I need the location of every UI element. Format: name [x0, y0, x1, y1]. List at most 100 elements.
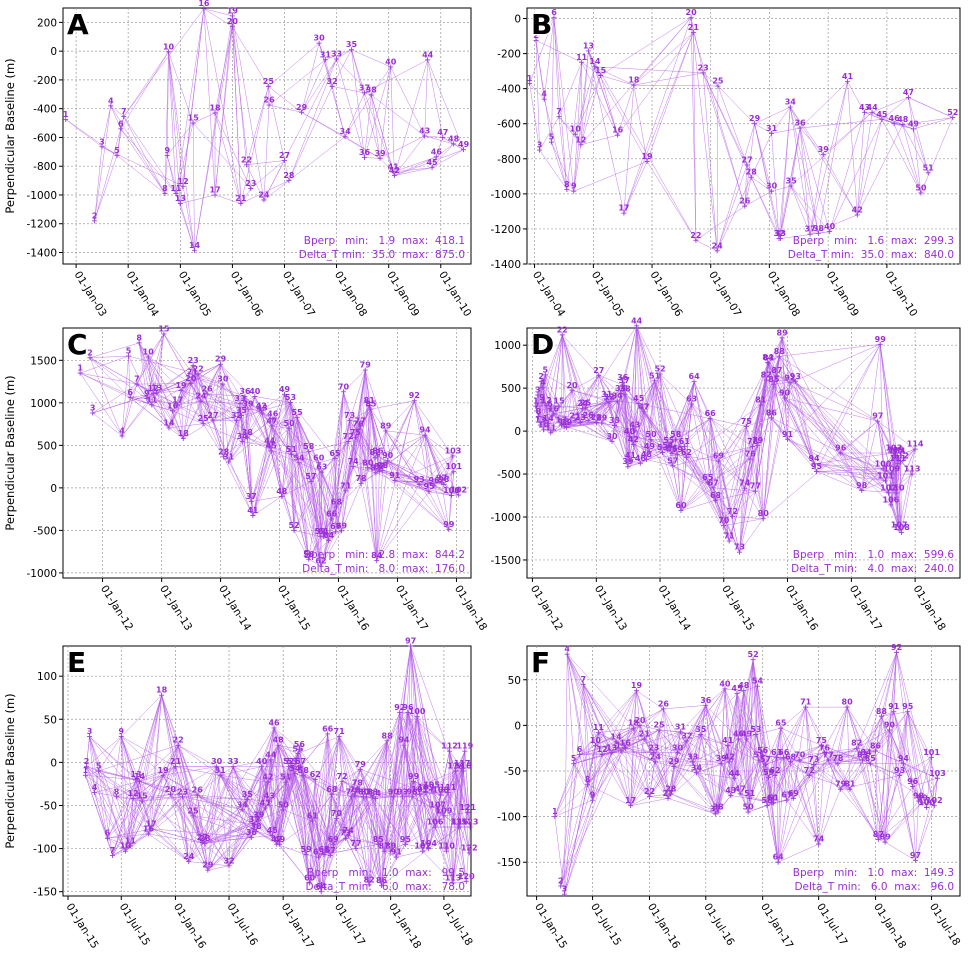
- acquisition-point: [446, 527, 452, 533]
- interferogram-edge: [269, 727, 275, 802]
- interferogram-edge: [360, 467, 369, 484]
- acquisition-label: 34: [340, 127, 352, 136]
- interferogram-edge: [772, 802, 779, 863]
- interferogram-edge: [277, 745, 280, 845]
- interferogram-edge: [242, 809, 255, 825]
- interferogram-edge: [139, 781, 143, 802]
- interferogram-edge: [321, 472, 337, 508]
- interferogram-edge: [771, 417, 815, 464]
- acquisition-point: [777, 236, 783, 242]
- acquisition-point: [401, 742, 407, 748]
- acquisition-point: [340, 389, 346, 395]
- interferogram-edge: [896, 456, 898, 493]
- interferogram-edge: [573, 763, 593, 801]
- interferogram-edge: [543, 17, 555, 100]
- interferogram-edge: [583, 684, 617, 742]
- interferogram-edge: [746, 659, 754, 740]
- acquisition-label: 14: [611, 732, 623, 741]
- acquisition-point: [390, 794, 396, 800]
- acquisition-point: [212, 110, 218, 116]
- acquisition-label: 60: [313, 453, 325, 462]
- interferogram-edge: [192, 376, 214, 421]
- interferogram-edge: [116, 796, 143, 802]
- interferogram-edge: [608, 401, 629, 467]
- acquisition-point: [781, 754, 787, 760]
- interferogram-edge: [545, 405, 551, 433]
- y-tick-label: 0: [50, 46, 57, 58]
- interferogram-edge: [148, 695, 162, 834]
- interferogram-edge: [197, 373, 208, 395]
- interferogram-edge: [849, 716, 882, 790]
- interferogram-edge: [255, 831, 280, 845]
- interferogram-edge: [138, 342, 173, 412]
- acquisition-point: [200, 421, 206, 427]
- interferogram-edge: [268, 59, 326, 106]
- interferogram-edge: [566, 375, 599, 428]
- interferogram-edge: [207, 775, 221, 871]
- interferogram-edge: [390, 66, 425, 137]
- interferogram-edge: [700, 705, 707, 735]
- acquisition-label: 58: [670, 430, 682, 439]
- acquisition-label: 28: [746, 168, 758, 177]
- acquisition-point: [867, 761, 873, 767]
- acquisition-label: 3: [90, 404, 96, 413]
- acquisition-label: 29: [596, 413, 608, 422]
- interferogram-edge: [383, 796, 413, 852]
- acquisition-label: 32: [681, 731, 692, 740]
- panel-letter: A: [67, 8, 89, 41]
- interferogram-edge: [562, 334, 573, 391]
- acquisition-point: [756, 757, 762, 763]
- interferogram-edge: [592, 750, 622, 801]
- acquisition-label: 47: [266, 416, 277, 425]
- interferogram-edge: [659, 373, 676, 440]
- interferogram-edge: [718, 461, 740, 553]
- interferogram-edge: [148, 833, 205, 844]
- acquisition-point: [466, 850, 472, 856]
- acquisition-label: 39: [374, 149, 386, 158]
- interferogram-edge: [739, 518, 764, 553]
- acquisition-label: 55: [753, 751, 765, 760]
- interferogram-edge: [461, 751, 466, 769]
- interferogram-edge: [348, 835, 357, 849]
- acquisition-point: [674, 452, 680, 458]
- acquisition-label: 35: [786, 176, 798, 185]
- acquisition-point: [734, 690, 740, 696]
- panel-f: 01-Jan-15 01-Jul-15 01-Jan-16 01-Jul-16 01-J…: [487, 634, 975, 953]
- interferogram-edge: [636, 325, 670, 446]
- acquisition-label: 68: [331, 497, 343, 506]
- acquisition-label: 16: [167, 401, 179, 410]
- interferogram-edge: [182, 186, 195, 251]
- interferogram-edge: [410, 645, 421, 795]
- interferogram-edge: [247, 437, 270, 447]
- y-tick-label: -1400: [490, 259, 521, 271]
- acquisition-point: [564, 425, 570, 431]
- interferogram-edge: [207, 865, 230, 871]
- acquisition-point: [82, 772, 88, 778]
- interferogram-edge: [677, 752, 693, 763]
- interferogram-edge: [288, 58, 337, 181]
- interferogram-edge: [203, 8, 216, 195]
- acquisition-point: [402, 841, 408, 847]
- interferogram-edge: [175, 186, 184, 194]
- acquisition-label: 87: [379, 842, 390, 851]
- interferogram-edge: [718, 461, 725, 526]
- acquisition-point: [637, 460, 643, 466]
- interferogram-edge: [204, 824, 255, 844]
- interferogram-edge: [258, 766, 262, 821]
- grid: [527, 8, 960, 265]
- interferogram-edge: [162, 775, 209, 871]
- interferogram-edge: [416, 716, 449, 793]
- interferogram-edge: [543, 408, 551, 430]
- interferogram-edge: [738, 739, 750, 799]
- interferogram-edge: [654, 380, 676, 440]
- interferogram-edge: [410, 645, 414, 782]
- interferogram-edge: [643, 411, 676, 440]
- interferogram-edge: [837, 707, 848, 764]
- interferogram-edge: [264, 745, 279, 809]
- interferogram-edge: [558, 62, 582, 117]
- interferogram-edge: [220, 364, 224, 457]
- interferogram-edge: [898, 461, 901, 530]
- interferogram-edge: [564, 654, 568, 895]
- interferogram-edge: [355, 796, 364, 849]
- y-tick-label: -150: [33, 887, 57, 899]
